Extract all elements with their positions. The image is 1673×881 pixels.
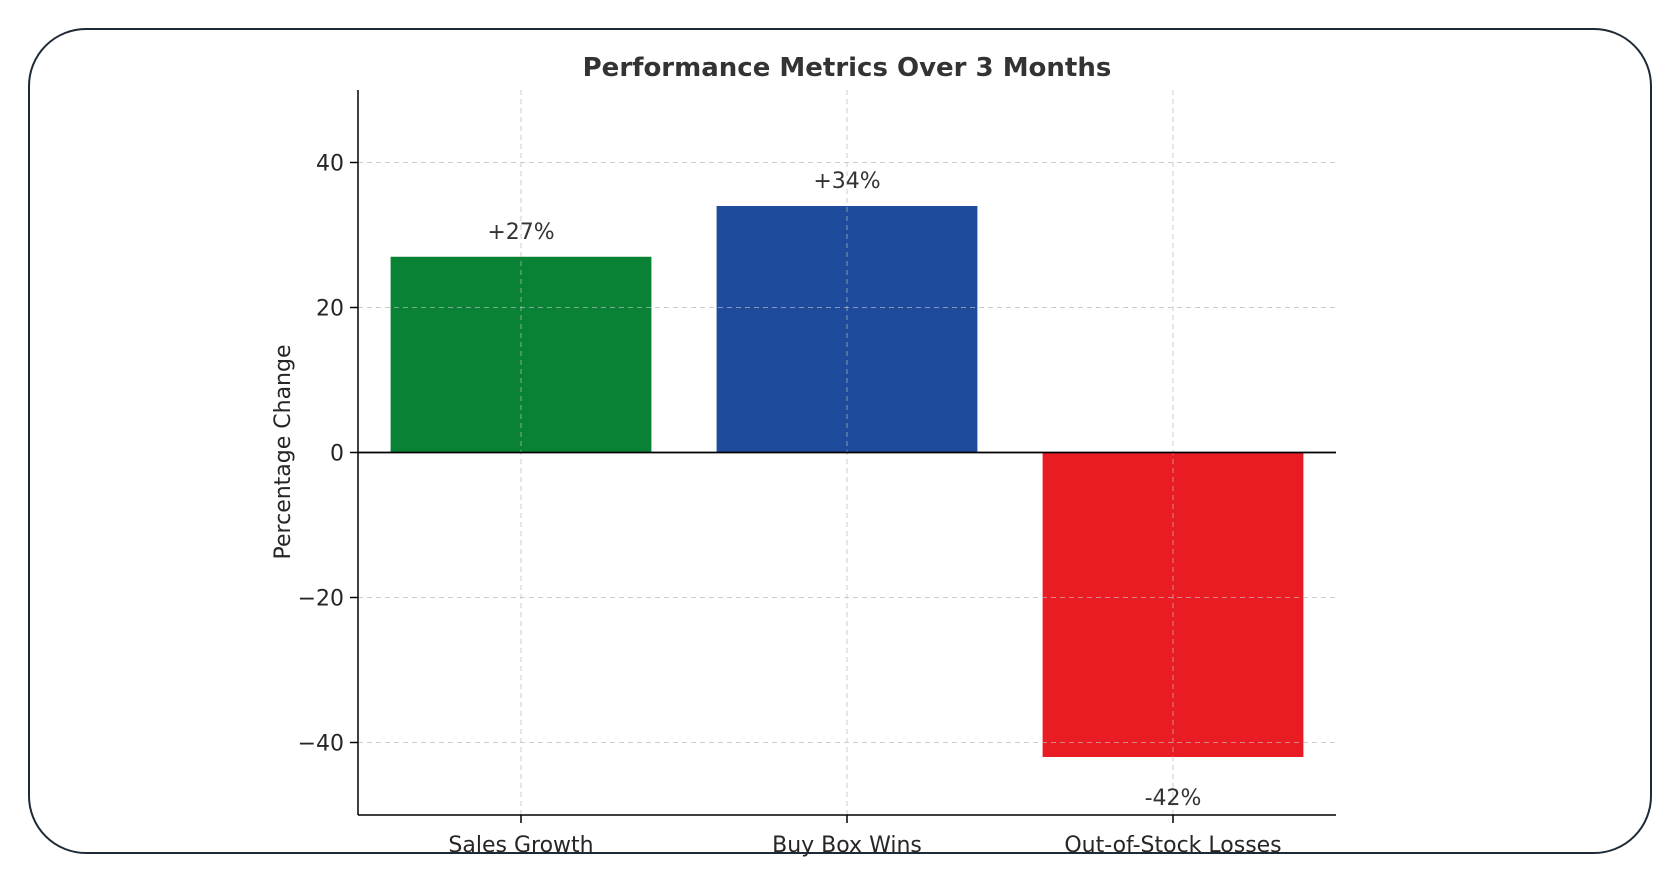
y-tick-label: 20 — [316, 297, 344, 322]
y-tick-label: −40 — [298, 732, 344, 757]
data-labels: +27% +34% -42% — [487, 169, 1201, 811]
chart-title: Performance Metrics Over 3 Months — [583, 53, 1112, 83]
x-ticks: Sales Growth Buy Box Wins Out-of-Stock Los… — [448, 815, 1282, 858]
y-tick-label: 0 — [330, 442, 344, 467]
data-label: -42% — [1145, 786, 1202, 811]
y-axis-label: Percentage Change — [271, 345, 296, 560]
x-tick-label: Out-of-Stock Losses — [1064, 833, 1281, 858]
y-tick-label: −20 — [298, 587, 344, 612]
data-label: +34% — [813, 169, 880, 194]
data-label: +27% — [487, 220, 554, 245]
y-ticks: −40 −20 0 20 40 — [298, 152, 358, 757]
x-tick-label: Buy Box Wins — [772, 833, 922, 858]
y-tick-label: 40 — [316, 152, 344, 177]
x-tick-label: Sales Growth — [448, 833, 593, 858]
